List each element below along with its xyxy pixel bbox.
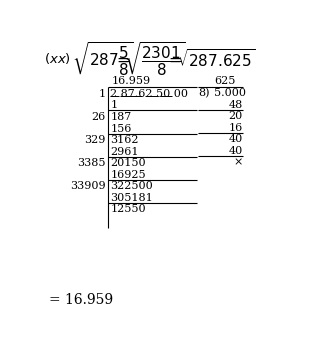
Text: 5.000: 5.000 [214, 88, 246, 98]
Text: 20150: 20150 [110, 158, 146, 168]
Text: 187: 187 [110, 112, 132, 122]
Text: $\sqrt{287\dfrac{5}{8}}$: $\sqrt{287\dfrac{5}{8}}$ [72, 40, 134, 77]
Text: = 16.959: = 16.959 [49, 293, 113, 307]
Text: 40: 40 [229, 134, 243, 144]
Text: 20: 20 [229, 111, 243, 121]
Text: 12550: 12550 [110, 205, 146, 214]
Text: $(xx)$: $(xx)$ [44, 51, 70, 66]
Text: 2961: 2961 [110, 147, 139, 157]
Text: ×: × [234, 157, 243, 168]
Text: 40: 40 [229, 146, 243, 156]
Text: 305181: 305181 [110, 193, 153, 203]
Text: 322500: 322500 [110, 181, 153, 191]
Text: $=$: $=$ [166, 51, 182, 66]
Text: $\sqrt{287.625}$: $\sqrt{287.625}$ [177, 48, 255, 70]
Text: 2 87.62 50 00: 2 87.62 50 00 [110, 89, 189, 99]
Text: 3162: 3162 [110, 135, 139, 145]
Text: 329: 329 [84, 135, 106, 145]
Text: 33909: 33909 [70, 181, 106, 191]
Text: 16925: 16925 [110, 170, 146, 180]
Text: 625: 625 [214, 76, 236, 86]
Text: 156: 156 [110, 124, 132, 134]
Text: $\sqrt{\dfrac{2301}{8}}$: $\sqrt{\dfrac{2301}{8}}$ [123, 40, 185, 77]
Text: 1: 1 [99, 89, 106, 99]
Text: 16.959: 16.959 [111, 76, 150, 86]
Text: $=$: $=$ [114, 51, 130, 66]
Text: 26: 26 [92, 112, 106, 122]
Text: 8): 8) [198, 88, 210, 98]
Text: 3385: 3385 [77, 158, 106, 168]
Text: 16: 16 [229, 123, 243, 133]
Text: 1: 1 [110, 101, 117, 110]
Text: 48: 48 [229, 99, 243, 110]
